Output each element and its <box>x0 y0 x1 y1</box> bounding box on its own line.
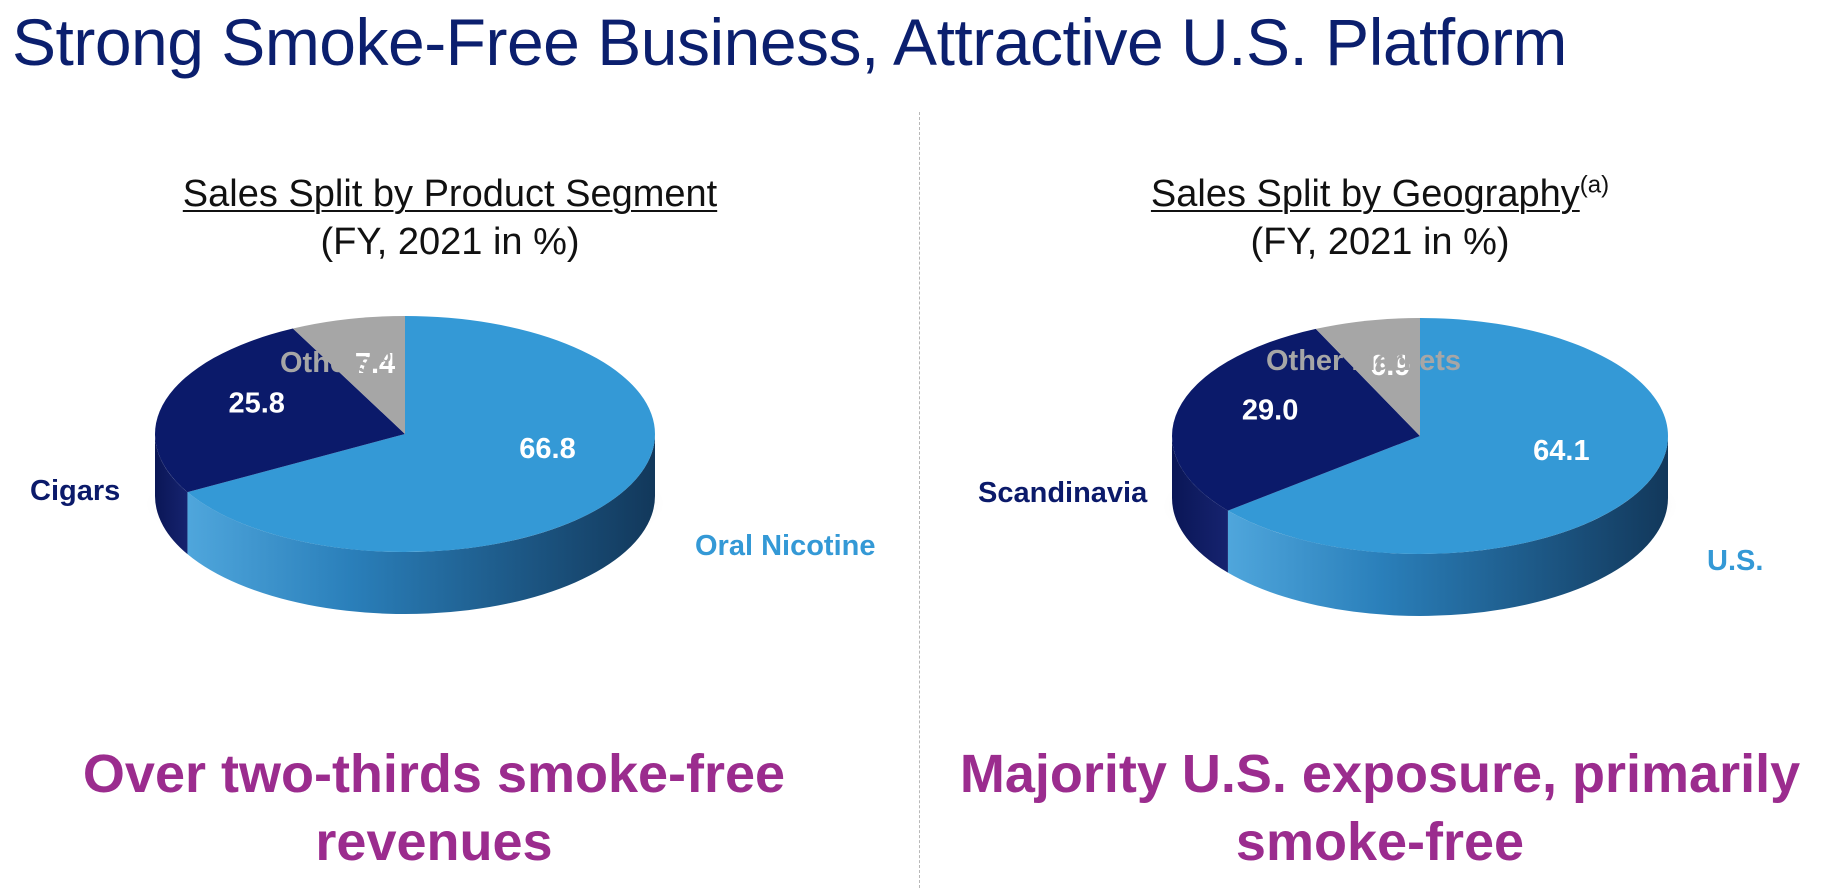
panel-divider <box>919 112 920 888</box>
pie-value-label: 7.4 <box>355 348 395 380</box>
takeaway-text: Majority U.S. exposure, primarily smoke-… <box>930 740 1830 876</box>
geography-pie-chart: 64.1 29.0 6.9 U.S. Scandinavia Other Markets <box>978 318 1763 616</box>
takeaway-line: Majority U.S. exposure, primarily <box>959 744 1801 804</box>
pie-side-cigars <box>155 434 188 555</box>
pie-side-u-s <box>1227 436 1668 616</box>
pie-slice-u-s <box>1227 318 1668 554</box>
takeaway-line: Over two-thirds smoke-free <box>82 744 786 804</box>
chart-title: Sales Split by Product Segment <box>182 173 718 215</box>
geography-panel: Sales Split by Geography(a) (FY, 2021 in… <box>930 0 1830 886</box>
chart-title-note: (a) <box>1579 171 1610 199</box>
pie-category-label: Oral Nicotine <box>695 530 876 562</box>
pie-slice-cigars <box>155 328 405 493</box>
product-segment-pie-chart: 66.8 25.8 7.4 Oral Nicotine Cigars Others(b) <box>30 316 876 615</box>
pie-slice-other-markets <box>1315 318 1420 436</box>
takeaway-line: smoke-free <box>1235 812 1525 872</box>
takeaway-text: Over two-thirds smoke-free revenues <box>0 740 876 876</box>
pie-category-label: Other Markets <box>1266 345 1461 377</box>
pie-value-label: 66.8 <box>519 433 575 465</box>
chart-title: Sales Split by Geography <box>1150 173 1580 215</box>
pie-value-label: 29.0 <box>1242 395 1298 427</box>
pie-category-label: Others(b) <box>280 346 398 379</box>
page-title: Strong Smoke-Free Business, Attractive U… <box>12 5 1567 79</box>
pie-side-oral-nicotine <box>187 434 656 615</box>
pie-slice-scandinavia <box>1172 328 1420 511</box>
chart-subtitle: (FY, 2021 in %) <box>1250 221 1510 263</box>
pie-side-scandinavia <box>1172 436 1228 573</box>
pie-slice-others <box>292 316 405 434</box>
pie-value-label: 64.1 <box>1533 435 1589 467</box>
pie-value-label: 6.9 <box>1370 350 1410 382</box>
pie-value-label: 25.8 <box>228 388 284 420</box>
pie-category-label: U.S. <box>1707 545 1763 577</box>
pie-category-label: Cigars <box>30 475 120 507</box>
product-segment-panel: Sales Split by Product Segment (FY, 2021… <box>0 0 900 886</box>
chart-subtitle: (FY, 2021 in %) <box>320 221 580 263</box>
takeaway-line: revenues <box>315 812 553 872</box>
pie-category-label: Scandinavia <box>978 477 1148 509</box>
chart-heading: Sales Split by Product Segment (FY, 2021… <box>0 170 900 266</box>
chart-heading: Sales Split by Geography(a) (FY, 2021 in… <box>930 170 1830 266</box>
pie-slice-oral-nicotine <box>187 316 656 552</box>
